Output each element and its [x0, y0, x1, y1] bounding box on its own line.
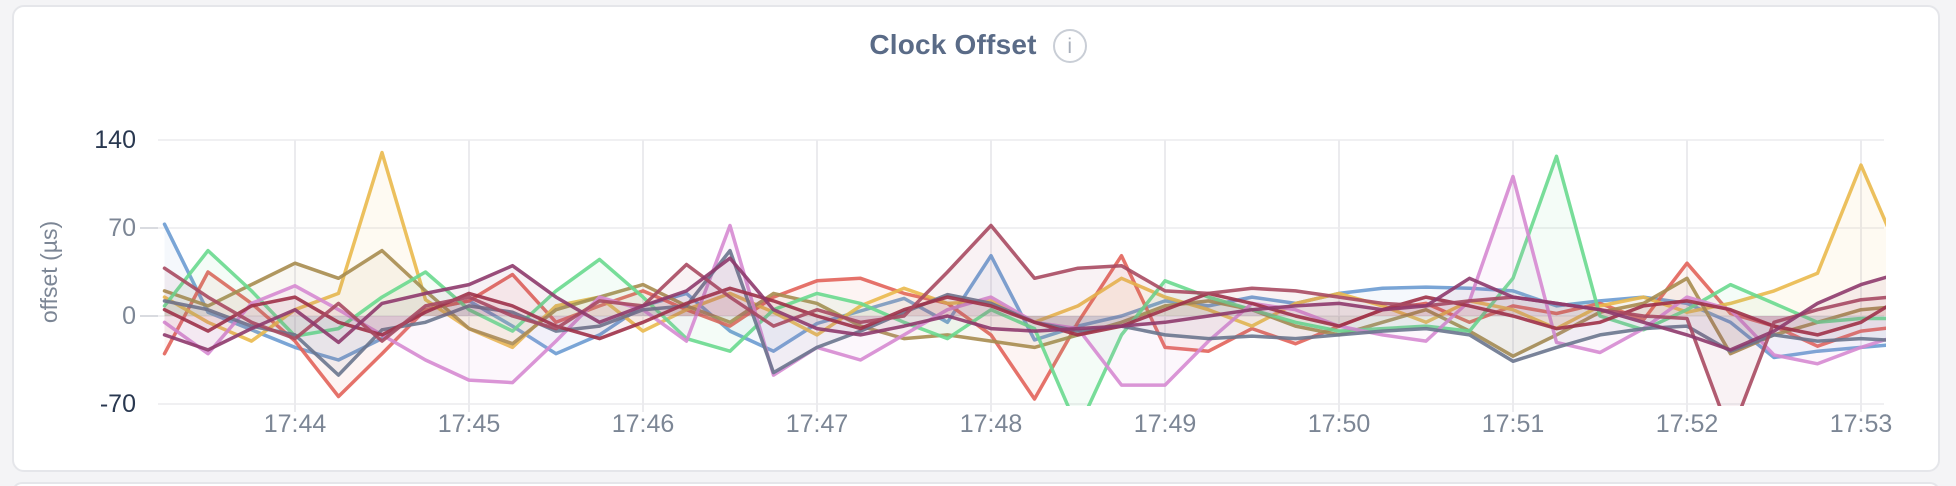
x-tick-label: 17:52 — [1656, 410, 1719, 438]
y-axis-title: offset (µs) — [36, 221, 62, 323]
panel-header: Clock Offset i — [0, 26, 1956, 63]
series-area-crimson — [164, 288, 1886, 339]
plot-area[interactable] — [162, 150, 1905, 436]
x-tick-label: 17:47 — [786, 410, 849, 438]
x-tick-label: 17:51 — [1482, 410, 1545, 438]
info-icon-glyph: i — [1067, 34, 1072, 58]
series-line-purple — [162, 256, 1886, 352]
x-tick-label: 17:49 — [1134, 410, 1197, 438]
info-icon[interactable]: i — [1052, 29, 1087, 63]
series-area-khaki — [164, 250, 1886, 357]
x-tick-label: 17:46 — [612, 410, 675, 438]
x-tick-label: 17:53 — [1830, 410, 1893, 438]
chart-title: Clock Offset — [869, 28, 1037, 60]
clock-offset-panel — [12, 5, 1940, 472]
series-area-salmon — [164, 255, 1886, 399]
series-line-green — [162, 154, 1886, 406]
series-line-khaki — [162, 248, 1886, 358]
x-tick-label: 17:50 — [1308, 410, 1371, 438]
y-tick-label: 140 — [94, 126, 136, 154]
y-tick-label: 0 — [122, 302, 136, 330]
x-tick-label: 17:44 — [264, 410, 327, 438]
series-area-maroon — [164, 225, 1886, 406]
x-tick-label: 17:45 — [438, 410, 501, 438]
y-tick-label: -70 — [100, 390, 136, 418]
x-gridlines: 17:44 17:45 17:46 17:47 17:48 17:49 17:50 17:51… — [264, 140, 1893, 438]
series-line-maroon — [162, 223, 1886, 406]
y-tick-label: 70 — [108, 214, 136, 242]
x-tick-label: 17:48 — [960, 410, 1023, 438]
